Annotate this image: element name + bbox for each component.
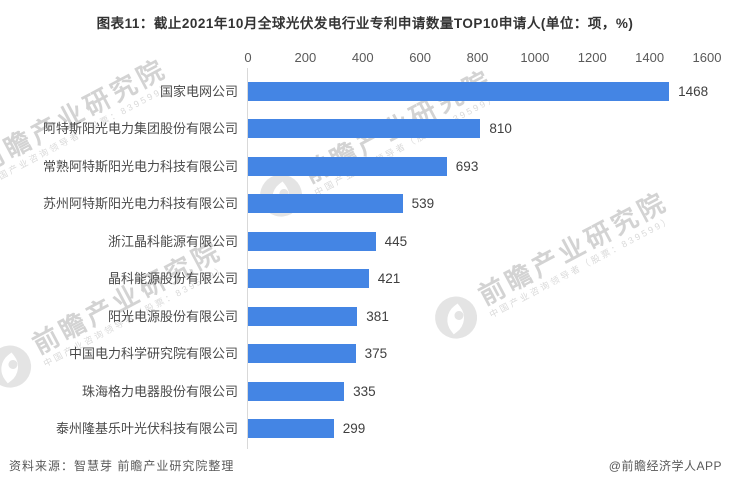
value-label: 1468 [678,84,709,99]
value-label: 299 [342,421,366,437]
value-label: 810 [489,121,512,137]
bar [248,119,481,139]
bar [248,194,403,214]
chart-title: 图表11：截止2021年10月全球光伏发电行业专利申请数量TOP10申请人(单位… [96,16,634,31]
category-label: 浙江晶科能源有限公司 [107,233,238,249]
bar [248,381,345,401]
value-label: 335 [353,383,376,399]
x-axis-tick-label: 800 [466,50,489,65]
bar [248,269,369,289]
bar [248,82,670,101]
watermark: 前瞻产业研究院 中国产业咨询领导者（股票：839599） [427,166,713,347]
y-axis-line [247,68,248,449]
value-label: 381 [366,308,389,324]
category-label: 常熟阿特斯阳光电力科技有限公司 [42,158,238,174]
watermark-texts: 前瞻产业研究院 中国产业咨询领导者（股票：839599） [473,185,678,320]
x-axis-tick-label: 1600 [692,50,722,65]
category-label: 苏州阿特斯阳光电力科技有限公司 [42,196,238,212]
x-axis-tick-label: 600 [409,50,431,65]
x-axis-tick-label: 1400 [635,50,665,65]
category-label: 国家电网公司 [159,84,238,99]
value-label: 693 [455,158,479,174]
value-label: 445 [384,233,408,249]
bar [248,306,358,326]
x-axis-tick-label: 1200 [577,50,607,65]
x-axis-tick-label: 1000 [520,50,550,65]
x-axis-tick-label: 400 [351,50,374,65]
watermark-subtext: 中国产业咨询领导者（股票：839599） [312,92,500,198]
source-note: 资料来源：智慧芽 前瞻产业研究院整理 [9,459,235,473]
value-label: 375 [364,346,388,362]
value-label: 421 [377,271,401,287]
app-credit: @前瞻经济学人APP [608,459,722,473]
watermark-text: 前瞻产业研究院 [473,185,674,311]
value-label: 539 [411,196,435,212]
category-label: 阳光电源股份有限公司 [107,308,238,324]
watermark-subtext: 中国产业咨询领导者（股票：839599） [487,214,675,320]
category-label: 中国电力科学研究院有限公司 [68,346,238,362]
x-axis-tick-label: 0 [244,50,252,65]
watermark-text: 前瞻产业研究院 [27,234,228,360]
category-label: 泰州隆基乐叶光伏科技有限公司 [55,421,238,437]
category-label: 阿特斯阳光电力集团股份有限公司 [42,121,238,137]
x-axis-tick-label: 200 [294,50,317,65]
qianzhan-eye-logo-icon [427,289,485,346]
category-label: 珠海格力电器股份有限公司 [81,383,238,399]
bar [248,231,376,251]
bar [248,156,447,176]
bar [248,344,356,364]
bar [248,419,334,439]
category-label: 晶科能源股份有限公司 [107,271,238,287]
